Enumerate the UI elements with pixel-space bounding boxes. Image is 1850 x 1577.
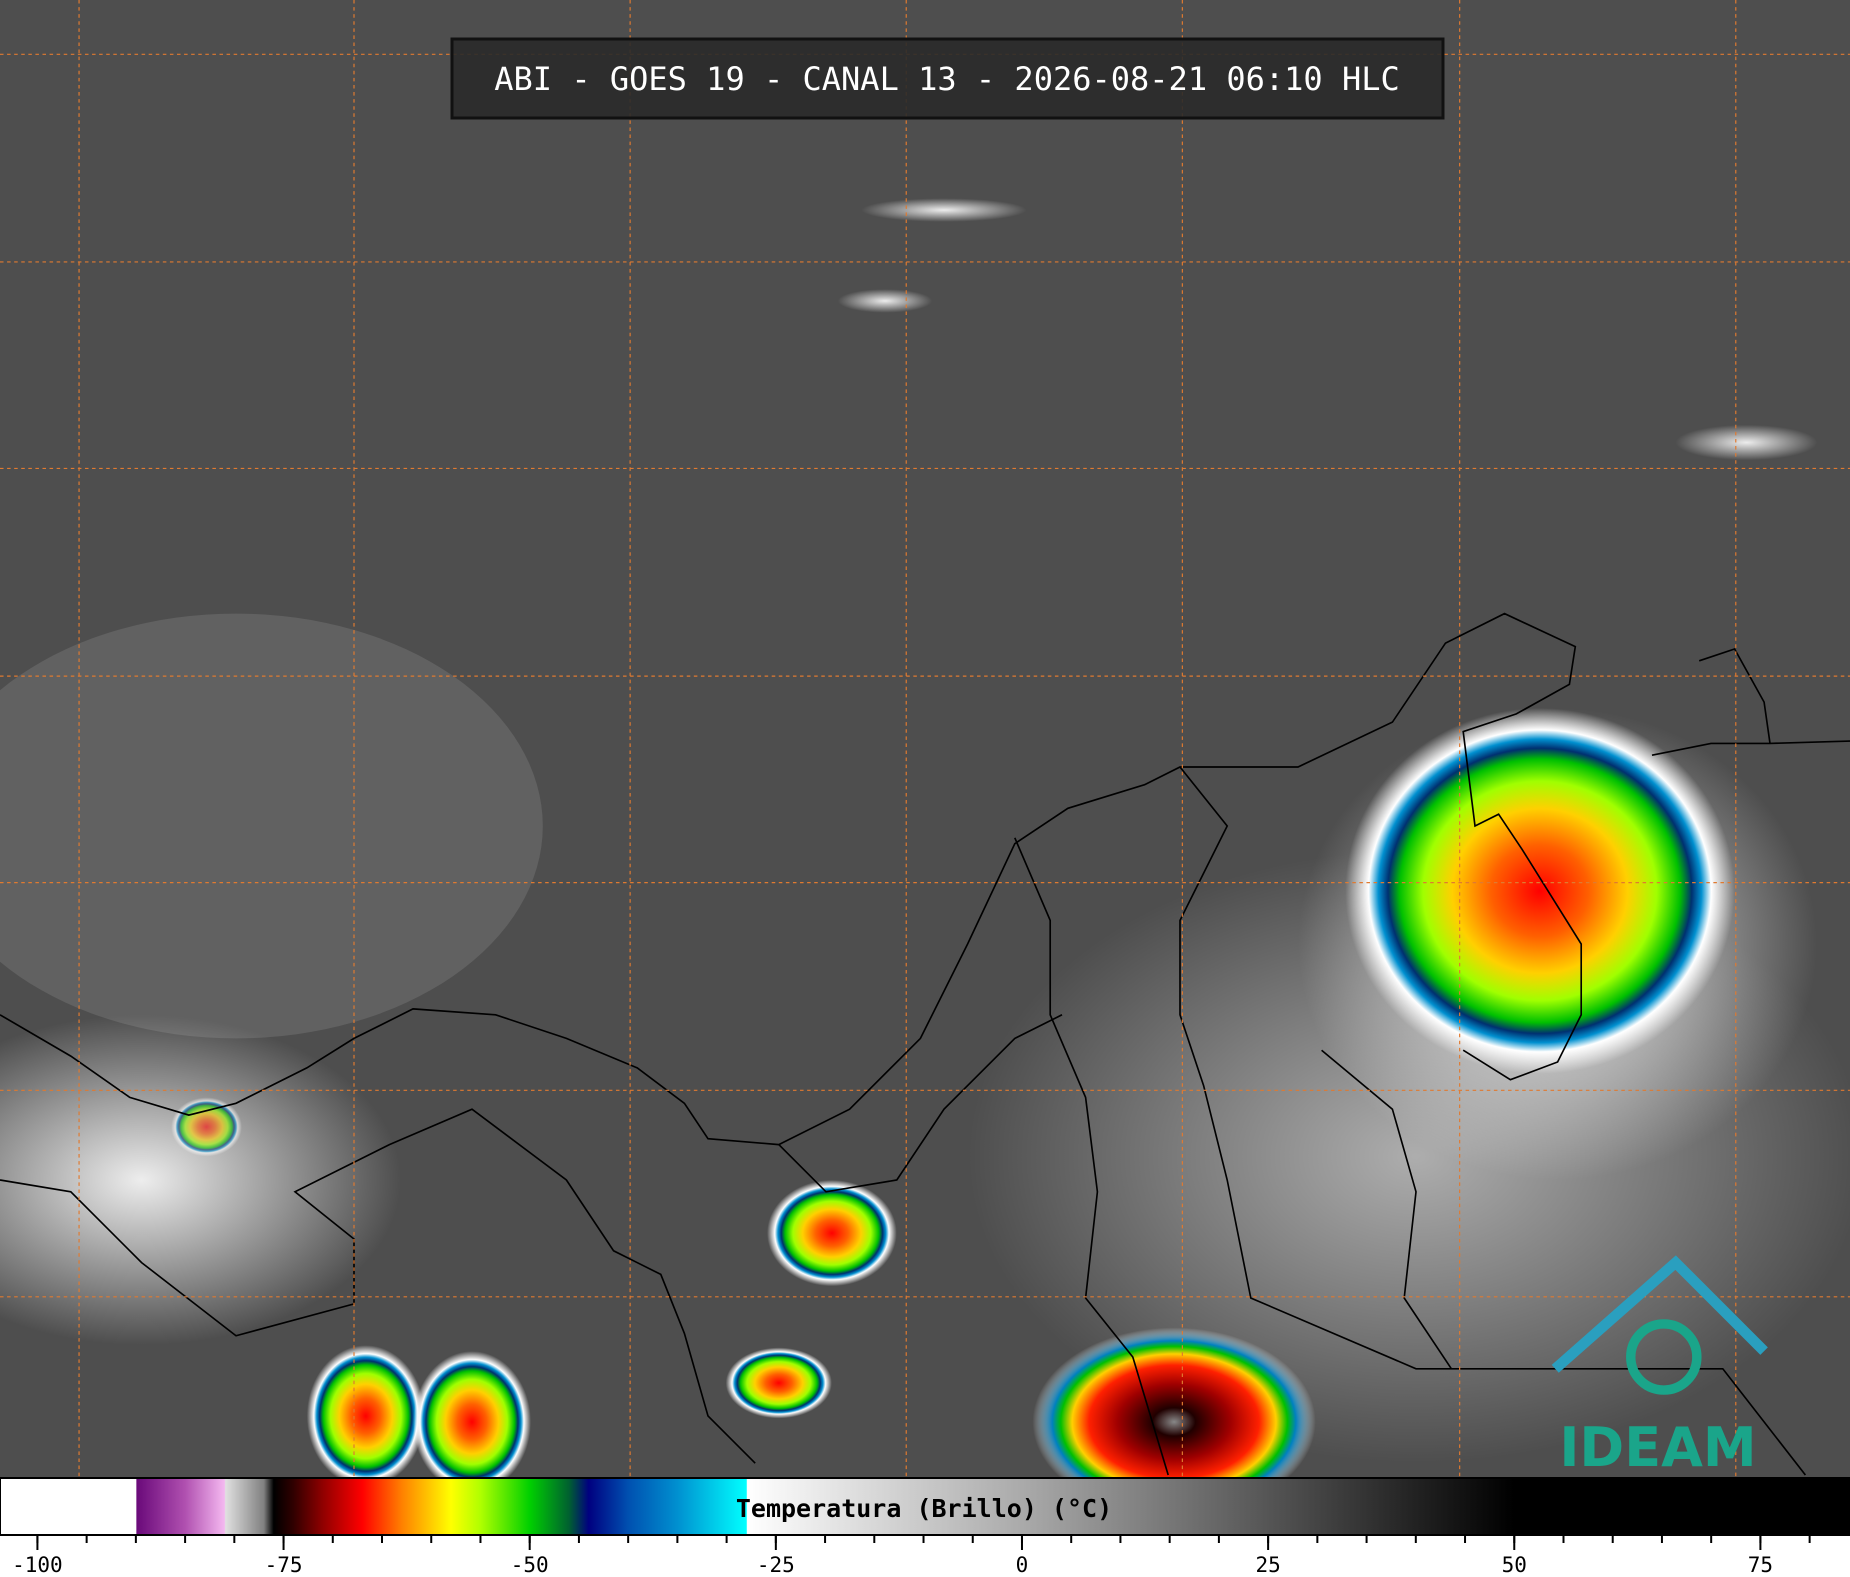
- logo-icon: [1551, 1255, 1768, 1395]
- tick-label: -25: [757, 1553, 795, 1577]
- colorbar-label: Temperatura (Brillo) (°C): [736, 1494, 1112, 1523]
- cloud-area: [0, 613, 543, 1039]
- title-box: [450, 37, 1445, 120]
- cloud: [837, 289, 933, 313]
- storm-cell: [725, 1347, 832, 1419]
- cloud: [1675, 424, 1818, 461]
- tick-label: 75: [1748, 1553, 1773, 1577]
- graticule: [0, 0, 1850, 1478]
- logo-text: IDEAM: [1559, 1416, 1756, 1479]
- storm-cell: [413, 1351, 531, 1493]
- title: ABI - GOES 19 - CANAL 13 - 2026-08-21 06…: [494, 60, 1399, 98]
- storm-cell: [306, 1345, 425, 1487]
- colorbar-axis: -100 -75 -50 -25 0 25 50 75: [12, 1535, 1811, 1577]
- storm-cell: [171, 1097, 242, 1157]
- cloud: [861, 198, 1027, 222]
- tick-label: -75: [265, 1553, 303, 1577]
- tick-label: 0: [1016, 1553, 1029, 1577]
- tick-label: -100: [12, 1553, 63, 1577]
- storm-cell: [767, 1180, 897, 1287]
- tick-label: 50: [1502, 1553, 1527, 1577]
- map-layer: [0, 0, 1850, 1517]
- tick-label: -50: [511, 1553, 549, 1577]
- storm-cell: [1345, 708, 1735, 1074]
- storm-cell: [1032, 1327, 1316, 1517]
- tick-label: 25: [1255, 1553, 1280, 1577]
- cloud-area: [0, 1014, 402, 1346]
- colorbar: [0, 1477, 1850, 1536]
